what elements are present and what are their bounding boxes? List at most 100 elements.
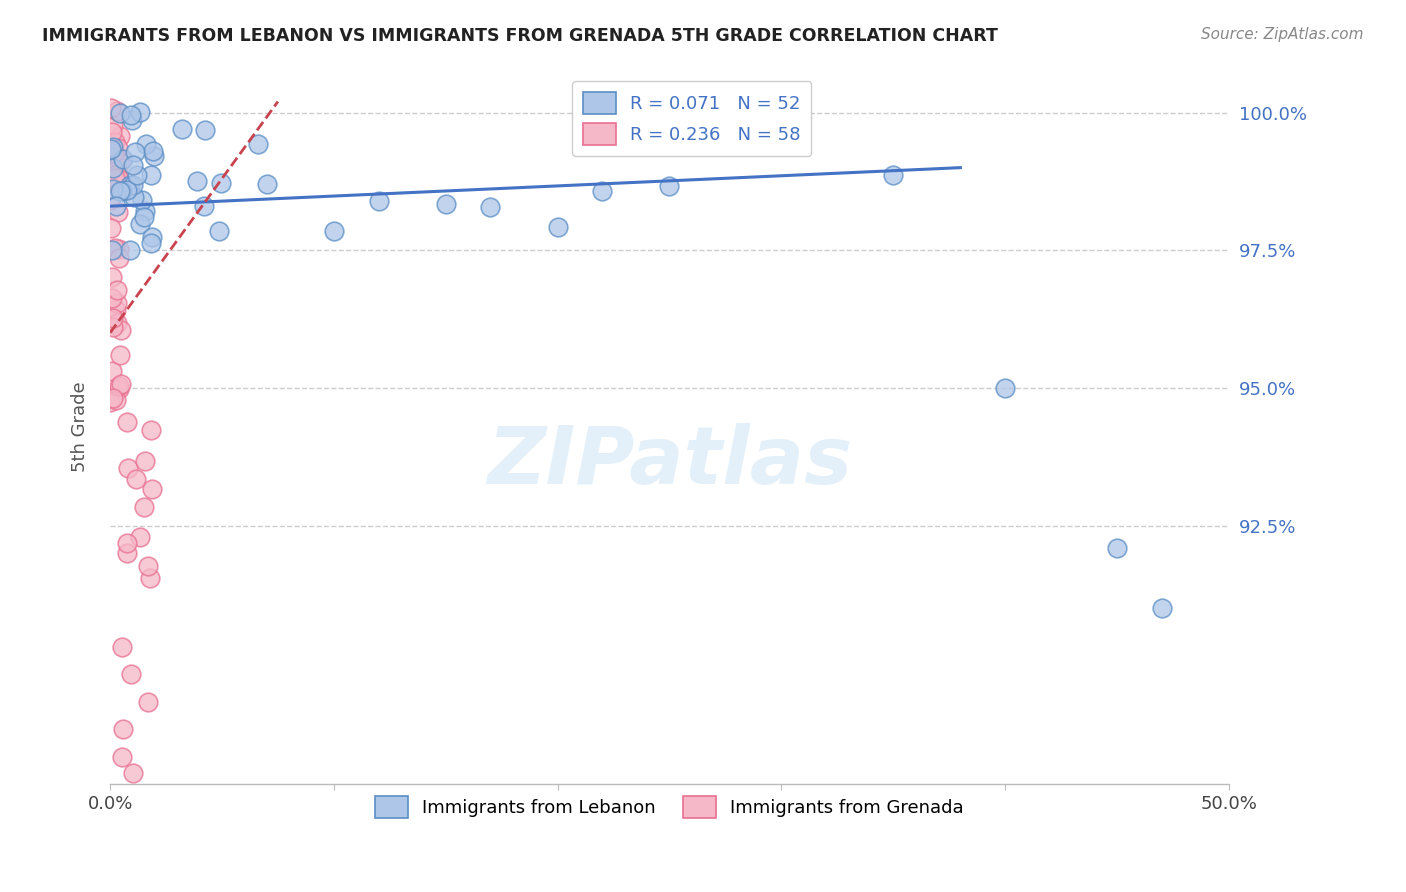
Point bbox=[111, 184, 134, 198]
Point bbox=[108, 153, 131, 167]
Point bbox=[115, 415, 138, 429]
Point bbox=[194, 122, 217, 136]
Point bbox=[107, 296, 129, 310]
Point bbox=[101, 364, 124, 378]
Point bbox=[142, 149, 165, 163]
Point bbox=[122, 190, 145, 204]
Point bbox=[322, 224, 344, 238]
Point bbox=[100, 270, 122, 285]
Point bbox=[105, 167, 128, 181]
Point bbox=[139, 235, 162, 250]
Point bbox=[101, 392, 124, 406]
Point bbox=[100, 395, 122, 409]
Point bbox=[186, 174, 208, 188]
Point bbox=[101, 182, 124, 196]
Point bbox=[141, 230, 163, 244]
Point bbox=[882, 169, 904, 183]
Point bbox=[105, 316, 128, 330]
Point bbox=[103, 146, 125, 161]
Point bbox=[139, 169, 162, 183]
Point bbox=[100, 220, 122, 235]
Point bbox=[479, 200, 502, 214]
Point bbox=[100, 291, 122, 305]
Point bbox=[104, 135, 127, 149]
Point bbox=[101, 119, 124, 133]
Point bbox=[1150, 601, 1173, 615]
Point bbox=[108, 128, 131, 143]
Point bbox=[994, 381, 1017, 395]
Point bbox=[128, 530, 150, 544]
Point bbox=[138, 559, 160, 574]
Point bbox=[111, 640, 134, 654]
Point bbox=[101, 244, 124, 258]
Point bbox=[110, 750, 132, 764]
Text: ZIPatlas: ZIPatlas bbox=[486, 424, 852, 501]
Point bbox=[129, 105, 152, 120]
Point bbox=[110, 106, 132, 120]
Point bbox=[108, 179, 131, 194]
Point bbox=[120, 667, 142, 681]
Point bbox=[108, 379, 131, 393]
Point bbox=[134, 203, 156, 218]
Point bbox=[122, 158, 145, 172]
Point bbox=[101, 320, 124, 334]
Point bbox=[138, 695, 160, 709]
Point bbox=[135, 137, 157, 152]
Point bbox=[110, 323, 132, 337]
Point bbox=[104, 171, 127, 186]
Point bbox=[131, 193, 153, 207]
Point bbox=[105, 199, 128, 213]
Point bbox=[547, 219, 569, 234]
Point bbox=[107, 171, 129, 186]
Point bbox=[208, 225, 231, 239]
Point bbox=[129, 218, 152, 232]
Point bbox=[105, 283, 128, 297]
Point bbox=[111, 723, 134, 737]
Point bbox=[110, 377, 132, 392]
Y-axis label: 5th Grade: 5th Grade bbox=[72, 381, 89, 472]
Point bbox=[105, 302, 128, 317]
Point bbox=[132, 210, 155, 224]
Point bbox=[141, 482, 163, 496]
Point bbox=[139, 423, 162, 437]
Point bbox=[125, 472, 148, 486]
Point bbox=[108, 251, 131, 265]
Point bbox=[367, 194, 389, 208]
Point bbox=[1105, 541, 1128, 555]
Point bbox=[121, 178, 143, 192]
Point bbox=[115, 183, 138, 197]
Point bbox=[121, 113, 143, 128]
Point bbox=[100, 101, 122, 115]
Point bbox=[770, 129, 793, 144]
Point bbox=[107, 205, 129, 219]
Text: Source: ZipAtlas.com: Source: ZipAtlas.com bbox=[1201, 27, 1364, 42]
Point bbox=[105, 392, 128, 407]
Point bbox=[122, 766, 145, 780]
Point bbox=[110, 152, 132, 166]
Point bbox=[115, 546, 138, 560]
Point bbox=[120, 243, 142, 257]
Point bbox=[103, 161, 125, 176]
Point bbox=[104, 241, 127, 255]
Point bbox=[658, 179, 681, 194]
Point bbox=[108, 243, 131, 257]
Point bbox=[134, 454, 156, 468]
Point bbox=[125, 168, 148, 182]
Point bbox=[172, 121, 194, 136]
Point bbox=[124, 145, 146, 160]
Point bbox=[247, 136, 270, 151]
Point bbox=[100, 142, 122, 156]
Point bbox=[120, 108, 142, 122]
Point bbox=[103, 140, 125, 154]
Point bbox=[107, 140, 129, 154]
Point bbox=[591, 184, 613, 198]
Point bbox=[107, 103, 129, 118]
Point bbox=[434, 196, 457, 211]
Legend: Immigrants from Lebanon, Immigrants from Grenada: Immigrants from Lebanon, Immigrants from… bbox=[368, 789, 970, 825]
Point bbox=[100, 159, 122, 173]
Point bbox=[108, 382, 131, 396]
Point bbox=[108, 184, 131, 198]
Point bbox=[111, 153, 134, 167]
Point bbox=[104, 175, 127, 189]
Text: IMMIGRANTS FROM LEBANON VS IMMIGRANTS FROM GRENADA 5TH GRADE CORRELATION CHART: IMMIGRANTS FROM LEBANON VS IMMIGRANTS FR… bbox=[42, 27, 998, 45]
